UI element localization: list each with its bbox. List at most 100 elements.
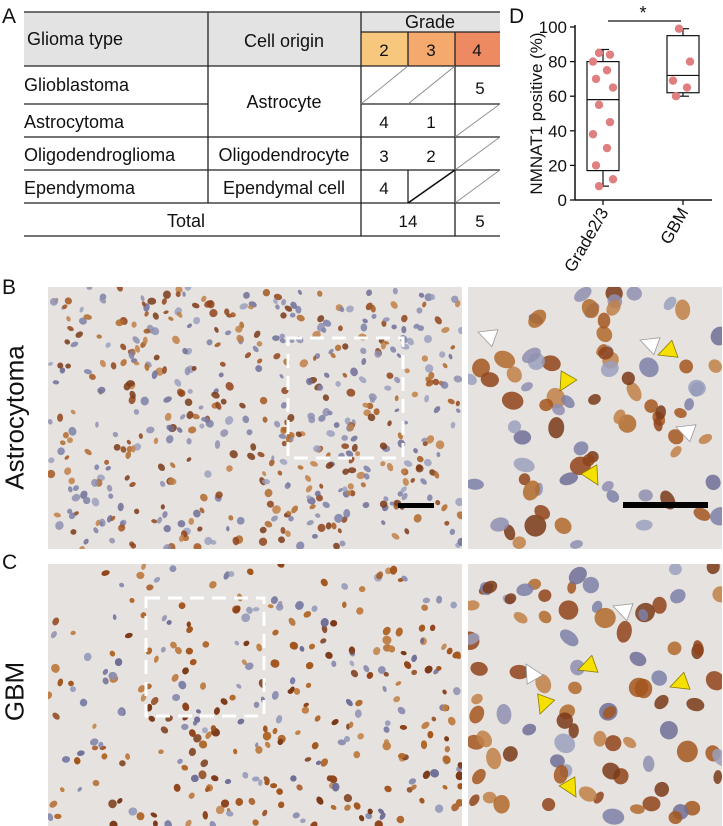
nucleus — [325, 522, 332, 530]
nucleus — [280, 402, 288, 409]
nucleus — [153, 437, 159, 445]
nucleus — [91, 497, 100, 507]
nucleus — [504, 593, 517, 605]
nucleus — [348, 646, 356, 655]
nucleus — [204, 470, 212, 478]
nucleus — [528, 309, 547, 328]
nucleus — [186, 621, 191, 628]
nucleus — [331, 522, 337, 530]
nucleus — [224, 779, 232, 785]
nucleus — [416, 307, 423, 314]
nucleus — [184, 287, 192, 291]
nucleus — [360, 323, 368, 332]
nucleus — [226, 526, 230, 532]
nucleus — [126, 439, 131, 445]
nucleus — [120, 359, 127, 367]
nucleus — [582, 576, 600, 594]
nucleus — [191, 365, 197, 371]
nucleus — [55, 521, 64, 530]
nucleus — [181, 723, 189, 730]
nucleus — [113, 443, 121, 451]
nucleus — [659, 720, 678, 740]
nucleus — [167, 477, 177, 485]
nucleus — [328, 348, 334, 355]
nucleus — [211, 775, 219, 782]
cell-oligo-g3: 2 — [426, 147, 435, 166]
nucleus — [67, 486, 73, 493]
nucleus — [433, 471, 440, 479]
nucleus — [494, 350, 516, 369]
nucleus — [337, 739, 346, 746]
nucleus — [86, 287, 93, 290]
origin-ependymal: Ependymal cell — [223, 178, 345, 198]
nucleus — [262, 288, 271, 297]
nucleus — [275, 715, 283, 724]
nucleus — [199, 493, 208, 502]
nucleus — [226, 811, 234, 817]
nucleus — [422, 301, 427, 308]
nucleus — [182, 347, 188, 355]
nucleus — [390, 346, 397, 353]
nucleus — [325, 651, 333, 659]
nucleus — [277, 738, 284, 745]
nucleus — [379, 812, 386, 820]
nucleus — [402, 477, 409, 486]
grade-label-2: 2 — [379, 41, 388, 60]
nucleus — [271, 515, 278, 522]
nucleus — [209, 309, 218, 318]
nucleus — [295, 431, 302, 438]
nucleus — [78, 317, 87, 325]
nucleus — [209, 581, 217, 589]
nucleus — [57, 413, 64, 422]
nucleus — [406, 337, 414, 346]
nucleus — [83, 369, 92, 375]
y-tick-label: 100 — [539, 18, 567, 37]
nucleus — [368, 393, 377, 401]
nucleus — [228, 571, 235, 577]
nucleus — [133, 361, 140, 366]
nucleus — [174, 378, 182, 387]
nucleus — [79, 546, 85, 549]
nucleus — [553, 765, 569, 784]
nucleus — [257, 358, 263, 364]
nucleus — [415, 464, 424, 473]
nucleus — [423, 458, 432, 467]
nucleus — [147, 297, 157, 305]
nucleus — [289, 686, 295, 693]
nucleus — [263, 725, 268, 733]
nucleus — [309, 461, 318, 467]
nucleus — [435, 440, 445, 450]
nucleus — [162, 366, 167, 374]
nucleus — [490, 517, 509, 532]
cell-oligo-g2: 3 — [379, 147, 388, 166]
nucleus — [272, 727, 278, 735]
nucleus — [119, 582, 125, 588]
nucleus — [558, 600, 579, 620]
nucleus — [306, 378, 313, 386]
panel-label-c: C — [2, 551, 18, 574]
nucleus — [444, 736, 450, 742]
data-point — [671, 92, 681, 101]
cell-astrocytoma-g2: 4 — [379, 113, 388, 132]
nucleus — [215, 401, 222, 410]
nucleus — [698, 433, 713, 445]
nucleus — [117, 798, 123, 804]
nucleus — [456, 511, 462, 520]
nucleus — [48, 361, 53, 366]
nucleus — [267, 604, 274, 609]
nucleus — [279, 338, 286, 344]
nucleus — [320, 638, 327, 644]
nucleus — [264, 520, 273, 528]
nucleus — [165, 435, 174, 444]
nucleus — [59, 787, 65, 793]
nucleus — [200, 682, 207, 690]
nucleus — [318, 414, 326, 422]
nucleus — [198, 770, 207, 780]
nucleus — [393, 696, 401, 703]
nucleus — [280, 526, 286, 534]
nucleus — [434, 316, 442, 325]
nucleus — [441, 704, 449, 712]
nucleus — [355, 451, 361, 457]
nucleus — [353, 751, 361, 759]
nucleus — [299, 646, 305, 652]
